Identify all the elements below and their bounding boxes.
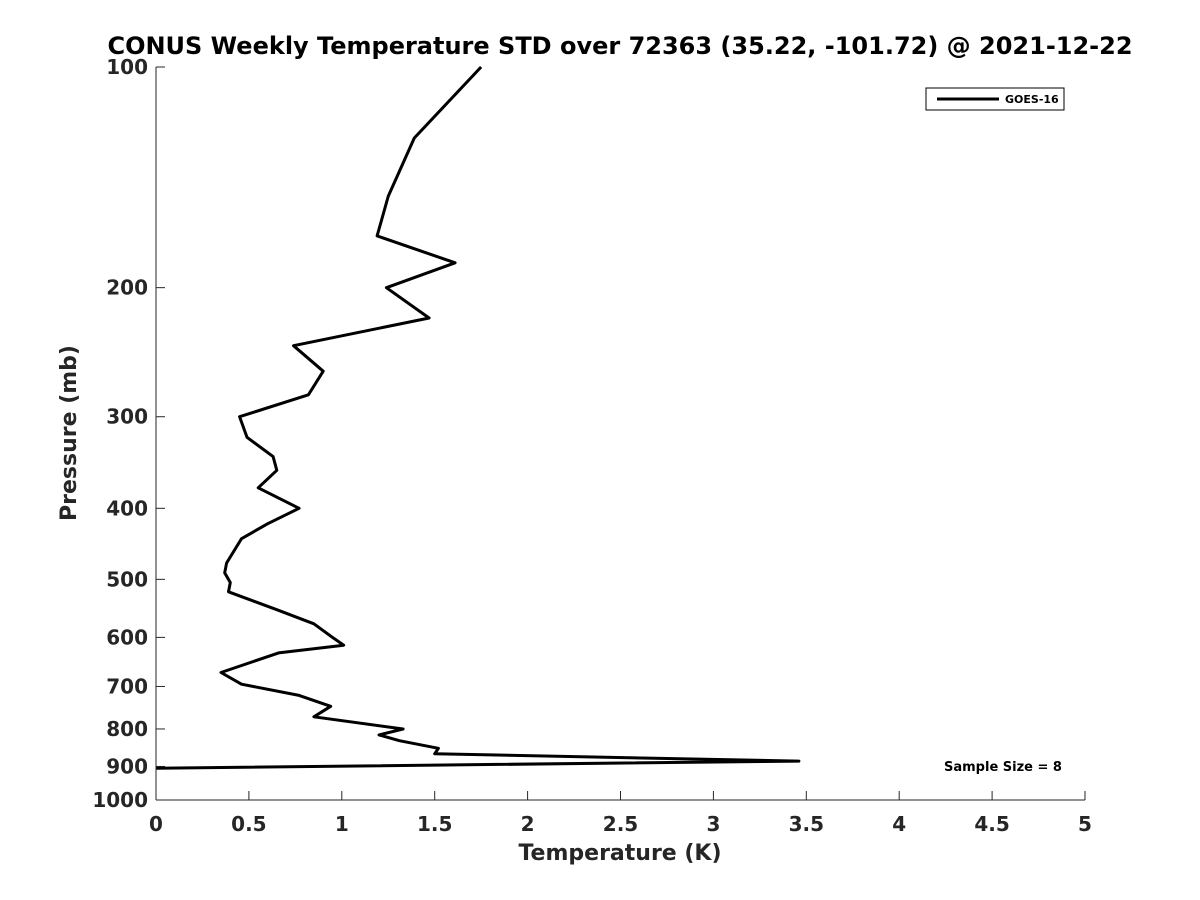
y-tick-label: 500	[106, 567, 148, 591]
y-axis: 100 200 300 400 500 600 700 800 900 1000	[92, 55, 165, 812]
y-tick-label: 700	[106, 674, 148, 698]
x-tick-label: 4.5	[974, 812, 1009, 836]
x-tick-label: 2.5	[603, 812, 638, 836]
x-tick-label: 4	[892, 812, 906, 836]
y-tick-label: 200	[106, 276, 148, 300]
x-axis: 0 0.5 1 1.5 2 2.5 3 3.5 4 4.5 5	[149, 791, 1092, 836]
x-tick-label: 3.5	[789, 812, 824, 836]
y-tick-label: 1000	[92, 788, 148, 812]
legend-label-goes-16: GOES-16	[1005, 93, 1059, 106]
x-tick-label: 0	[149, 812, 163, 836]
y-tick-label: 400	[106, 496, 148, 520]
y-tick-label: 300	[106, 405, 148, 429]
x-tick-label: 3	[706, 812, 720, 836]
plot-area	[156, 67, 1085, 800]
chart-title: CONUS Weekly Temperature STD over 72363 …	[107, 32, 1132, 60]
x-tick-label: 5	[1078, 812, 1092, 836]
x-tick-label: 1	[335, 812, 349, 836]
series-layer	[155, 65, 801, 770]
y-tick-label: 600	[106, 625, 148, 649]
x-axis-label: Temperature (K)	[518, 841, 721, 866]
x-tick-label: 0.5	[231, 812, 266, 836]
y-tick-label: 900	[106, 754, 148, 778]
legend: GOES-16	[925, 87, 1065, 111]
series-line-goes-16	[155, 65, 801, 770]
y-tick-label: 800	[106, 717, 148, 741]
y-axis-label: Pressure (mb)	[57, 345, 82, 521]
x-tick-label: 1.5	[417, 812, 452, 836]
y-tick-label: 100	[106, 55, 148, 79]
sample-size-annotation: Sample Size = 8	[944, 760, 1062, 775]
x-tick-label: 2	[521, 812, 535, 836]
